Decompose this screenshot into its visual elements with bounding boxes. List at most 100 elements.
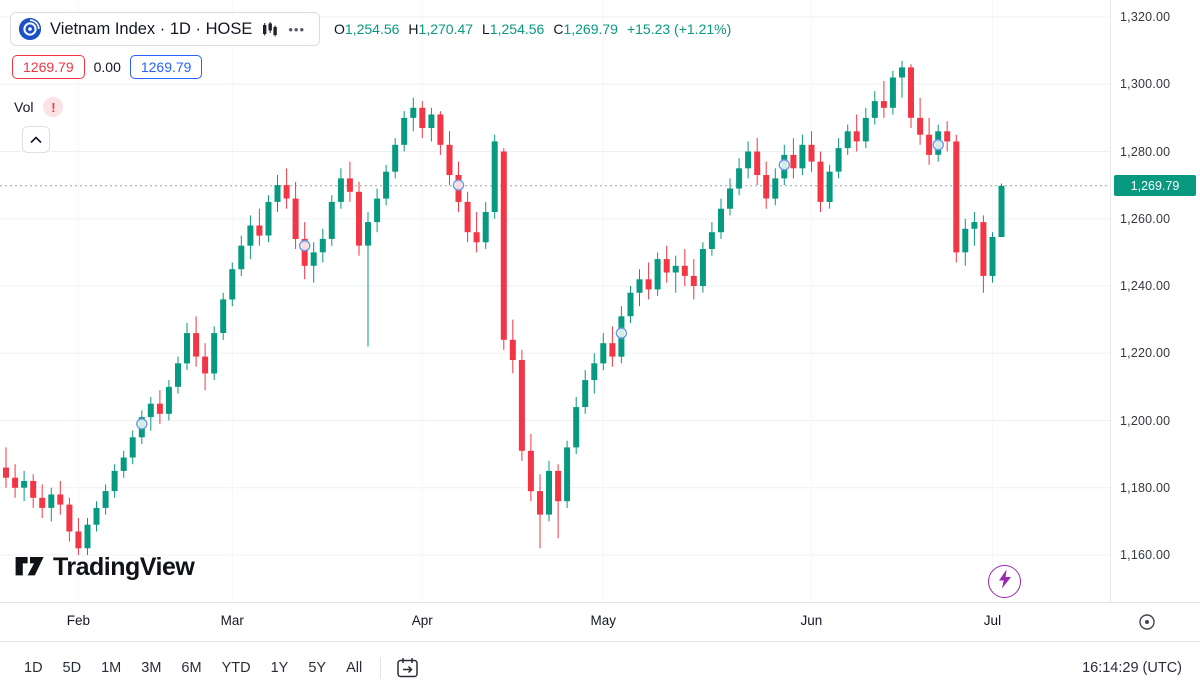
candle-body [383,171,390,199]
candle-body [899,67,905,78]
candle-body [175,363,181,387]
volume-indicator-row: Vol ! [14,97,64,117]
sell-price-button[interactable]: 1269.79 [12,55,85,79]
range-button-6m[interactable]: 6M [181,659,202,676]
candle-body [763,175,770,199]
axis-settings-icon[interactable] [1136,611,1158,638]
range-button-1d[interactable]: 1D [24,659,43,676]
candle-body [500,151,507,340]
candle-body [600,343,607,364]
candle-body [283,185,290,199]
range-button-1m[interactable]: 1M [101,659,122,676]
candle-body [193,333,200,357]
price-axis-label: 1,220.00 [1120,346,1171,361]
candle-body [518,360,525,451]
tradingview-logo-text: TradingView [53,553,195,581]
range-button-all[interactable]: All [346,659,363,676]
tradingview-watermark[interactable]: TradingView [14,552,195,583]
candle-body [826,171,833,202]
range-button-5d[interactable]: 5D [62,659,82,676]
more-options-icon[interactable]: ••• [288,21,306,37]
candle-body [147,403,154,418]
candle-body [555,470,562,502]
candle-body [645,279,652,290]
price-axis-label: 1,280.00 [1120,144,1171,159]
candle-body [745,151,752,169]
candle-body [681,265,688,276]
candle-body [564,447,571,502]
candle-body [410,107,417,118]
clock-utc[interactable]: 16:14:29 (UTC) [1082,659,1182,676]
candle-body [93,507,100,525]
candles-icon[interactable] [261,21,278,37]
candle-body [944,131,951,142]
candle-body [527,450,534,492]
candle-body [699,249,706,286]
event-marker[interactable] [452,179,465,191]
candle-body [75,531,82,549]
candle-body [808,144,815,162]
candle-body [609,343,616,357]
event-marker[interactable] [299,239,311,252]
change-value: +15.23 (+1.21%) [626,21,732,37]
event-marker[interactable] [778,159,790,171]
candle-body [718,208,724,233]
candle-body [30,481,37,498]
candlestick-chart-canvas[interactable] [0,0,1110,602]
supercharts-boost-button[interactable] [988,565,1021,598]
range-button-3m[interactable]: 3M [141,659,162,676]
candle-body [3,467,9,478]
range-button-5y[interactable]: 5Y [308,659,327,676]
candle-body [537,491,543,515]
candle-body [102,491,109,508]
collapse-legend-button[interactable] [22,126,50,153]
candle-body [853,131,860,142]
event-marker[interactable] [615,327,628,339]
bottom-toolbar: 1D 5D 1M 3M 6M YTD 1Y 5Y All 16:14:29 (UTC) [0,641,1200,693]
symbol-legend: Vietnam Index · 1D · HOSE ••• O1,254.56 … [10,12,731,46]
candle-body [636,279,643,293]
range-button-ytd[interactable]: YTD [221,659,251,676]
volume-indicator-label[interactable]: Vol [14,99,34,115]
candle-body [12,477,19,488]
high-value: 1,270.47 [418,21,474,37]
symbol-title[interactable]: Vietnam Index · 1D · HOSE [50,19,253,38]
candle-body [473,232,480,243]
time-axis-month-label: Feb [66,613,91,628]
indicator-error-icon[interactable]: ! [43,97,64,117]
price-axis-label: 1,320.00 [1120,10,1171,24]
range-button-1y[interactable]: 1Y [270,659,289,676]
ohlc-values: O1,254.56 H1,270.47 L1,254.56 C1,269.79 … [334,21,731,37]
event-marker[interactable] [932,139,944,151]
chart-pane[interactable]: 1,269.79 1,320.00 1,300.00 1,280.00 1,260.0… [0,0,1200,602]
candle-body [156,403,163,414]
candle-body [962,228,969,253]
buy-price-button[interactable]: 1269.79 [129,55,203,79]
candle-body [337,178,344,202]
candle-body [790,154,797,169]
candle-body [736,168,743,189]
candle-body [428,114,435,128]
candle-body [220,299,227,333]
candle-body [663,259,670,273]
candle-body [464,201,471,233]
candle-body [57,494,64,505]
candle-body [301,238,308,266]
candle-body [690,275,697,286]
candle-body [926,134,933,155]
candle-body [889,77,896,108]
time-axis[interactable]: Feb Mar Apr May Jun Jul [0,602,1200,641]
candle-body [971,222,978,229]
symbol-pill[interactable]: Vietnam Index · 1D · HOSE ••• [10,12,321,46]
event-marker[interactable] [136,418,148,430]
price-axis-label: 1,160.00 [1120,548,1171,562]
price-axis-label: 1,260.00 [1120,211,1171,226]
candle-body [754,151,761,175]
candle-body [672,265,679,273]
candle-body [184,333,190,364]
price-axis[interactable]: 1,269.79 1,320.00 1,300.00 1,280.00 1,260.0… [1110,0,1200,602]
go-to-date-icon[interactable] [395,656,421,680]
candle-body [256,225,263,236]
candle-body [989,237,996,276]
candle-body [374,198,381,223]
